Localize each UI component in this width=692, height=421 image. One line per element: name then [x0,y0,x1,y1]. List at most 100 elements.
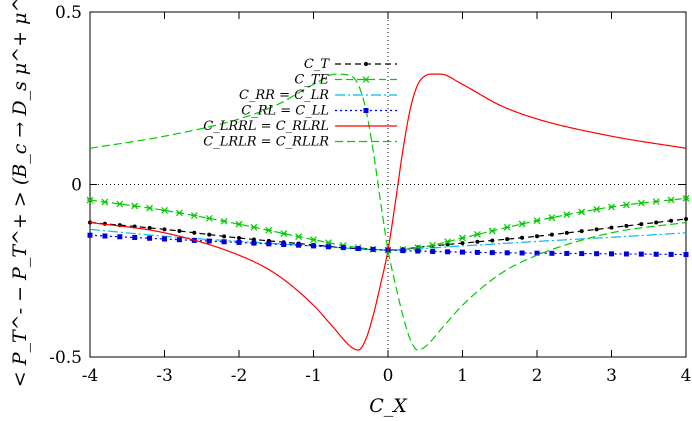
series-point-0 [251,237,256,242]
series-point-3 [400,248,406,254]
series-point-0 [624,223,629,228]
series-point-1 [652,198,660,205]
legend-label: C_RL = C_LL [241,104,329,119]
series-point-3 [370,246,376,252]
series-layer [86,73,690,351]
series-point-3 [504,250,510,256]
series-point-3 [221,239,227,245]
legend-marker [364,62,368,66]
y-tick-label: 0 [71,176,82,196]
series-point-3 [251,240,257,246]
x-tick-label: -3 [156,366,173,386]
series-point-3 [415,248,421,254]
x-tick-label: 3 [606,366,617,386]
series-point-1 [667,196,675,204]
x-axis-label: C_X [369,395,408,417]
series-point-0 [684,217,688,221]
legend: C_TC_TEC_RR = C_LRC_RL = C_LLC_LRRL = C_… [203,57,397,150]
series-2 [89,228,687,251]
series-point-1 [593,205,601,213]
series-point-0 [147,225,152,230]
series-point-1 [131,202,139,210]
series-point-3 [445,249,451,255]
series-point-3 [430,248,436,254]
series-point-3 [147,235,153,241]
series-point-0 [669,218,674,223]
x-tick-label: -4 [82,366,99,386]
series-point-3 [594,251,600,257]
series-point-3 [549,250,555,256]
series-point-3 [206,238,212,244]
series-point-3 [609,251,614,257]
series-point-1 [622,201,630,209]
series-4 [89,73,687,351]
series-point-3 [355,246,361,252]
series-5 [89,73,687,351]
series-point-3 [683,252,689,258]
series-point-1 [488,227,496,235]
legend-label: C_RR = C_LR [239,88,329,103]
x-tick-label: 2 [532,366,543,386]
series-point-1 [280,230,288,237]
series-point-3 [340,245,346,251]
legend-marker [363,108,369,113]
series-point-3 [579,251,585,257]
series-point-3 [460,249,465,255]
series-point-3 [162,236,167,242]
series-point-1 [429,241,437,249]
series-point-0 [207,232,212,237]
series-point-3 [296,242,302,248]
series-point-0 [192,230,197,235]
series-point-0 [177,228,182,233]
series-line-2 [89,228,687,251]
series-point-1 [533,217,541,225]
series-point-3 [623,251,629,257]
series-point-1 [444,238,452,246]
series-point-0 [520,235,525,240]
series-point-3 [132,235,138,241]
series-point-3 [311,243,316,249]
series-point-1 [161,206,168,214]
series-point-1 [86,196,94,204]
series-point-0 [564,230,569,235]
series-point-1 [518,220,526,228]
series-point-0 [237,235,241,240]
series-point-1 [473,231,481,238]
series-point-1 [205,214,213,222]
series-line-5 [89,73,687,351]
series-point-3 [117,234,123,240]
series-point-0 [639,222,644,227]
x-tick-label: 4 [681,366,692,386]
series-point-3 [534,250,540,256]
series-line-4 [89,73,687,351]
series-point-0 [475,239,480,244]
series-point-1 [265,226,273,234]
series-point-0 [505,237,510,242]
series-point-3 [653,251,659,257]
series-point-3 [519,250,525,256]
series-point-1 [637,199,645,207]
series-point-1 [682,194,690,202]
series-point-0 [609,225,614,230]
series-point-1 [459,234,466,242]
x-tick-label: -2 [231,366,248,386]
series-point-0 [460,241,465,246]
y-tick-label: -0.5 [49,348,82,368]
series-point-3 [266,241,272,247]
series-point-1 [101,198,109,206]
series-point-0 [535,234,539,239]
axis-ticks: -4 -3 -2 -1 0 1 2 3 4 -0.5 0 0.5 [49,3,691,386]
series-point-1 [295,233,303,241]
series-point-0 [445,242,450,247]
series-point-0 [490,238,495,243]
series-point-1 [220,217,228,225]
series-point-3 [564,250,570,256]
series-point-1 [608,203,615,211]
series-point-3 [236,239,242,245]
legend-label: C_T [304,57,330,72]
series-point-3 [281,241,287,247]
series-point-1 [116,200,124,208]
series-point-1 [250,223,258,231]
series-point-1 [235,220,243,228]
